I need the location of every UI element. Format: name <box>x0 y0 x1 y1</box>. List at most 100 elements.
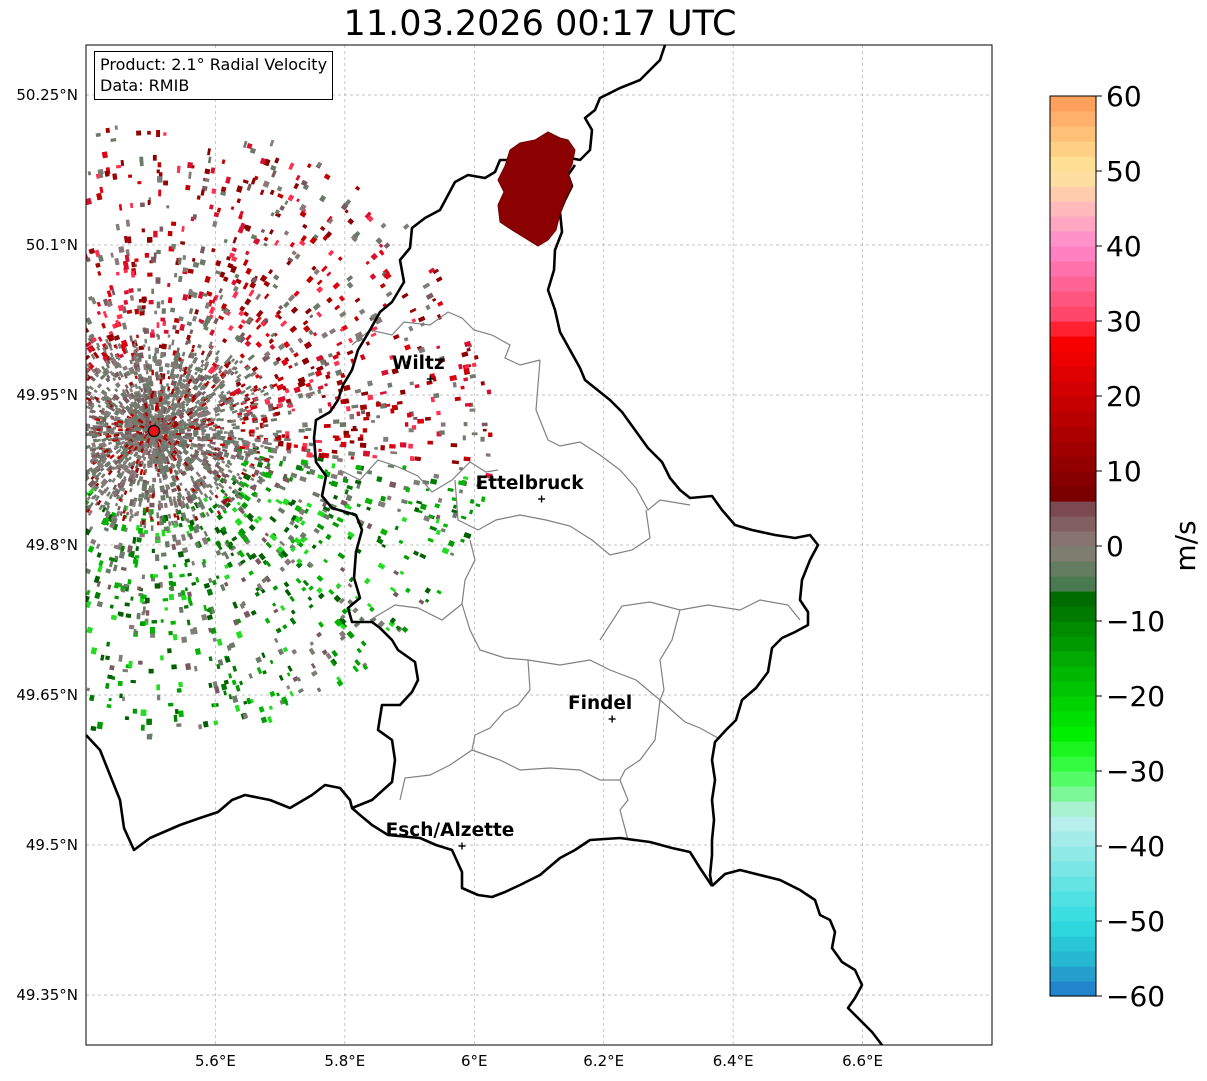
city-label: Esch/Alzette <box>386 820 515 841</box>
colorbar-band <box>1050 651 1096 667</box>
lon-tick-label: 6.6°E <box>842 1052 883 1070</box>
colorbar-tick-label: 20 <box>1106 380 1142 413</box>
city-findel: Findel <box>568 693 632 723</box>
colorbar-band <box>1050 561 1096 577</box>
city-label: Ettelbruck <box>476 473 585 494</box>
colorbar-band <box>1050 711 1096 727</box>
colorbar-band <box>1050 846 1096 862</box>
radar-echoes <box>86 125 493 740</box>
colorbar-band <box>1050 636 1096 652</box>
colorbar-band <box>1050 921 1096 937</box>
colorbar-tick-label: 40 <box>1106 230 1142 263</box>
lon-tick-label: 5.8°E <box>324 1052 365 1070</box>
colorbar-band <box>1050 876 1096 892</box>
colorbar-band <box>1050 141 1096 157</box>
colorbar-band <box>1050 216 1096 232</box>
lat-tick-label: 49.65°N <box>16 686 78 704</box>
colorbar-band <box>1050 126 1096 142</box>
radar-site-marker <box>147 424 161 438</box>
colorbar-tick-label: −10 <box>1106 605 1165 638</box>
city-labels: Wiltz Ettelbruck Findel Esch/Alzette <box>386 353 632 850</box>
velocity-colorbar: 60 50 40 30 20 10 0 −10 −20 −30 −40 −50 −60 m/s <box>1049 80 1202 1013</box>
colorbar-band <box>1050 606 1096 622</box>
colorbar-band <box>1050 591 1096 607</box>
colorbar-band <box>1050 981 1096 997</box>
colorbar-band <box>1050 366 1096 382</box>
colorbar-band <box>1050 966 1096 982</box>
colorbar-band <box>1050 396 1096 412</box>
colorbar-tick-label: 30 <box>1106 305 1142 338</box>
colorbar-band <box>1050 816 1096 832</box>
colorbar-band <box>1050 681 1096 697</box>
map-frame <box>85 44 993 1046</box>
colorbar-band <box>1050 501 1096 517</box>
colorbar-band <box>1050 246 1096 262</box>
lat-tick-label: 50.1°N <box>26 236 78 254</box>
data-source: Data: RMIB <box>100 76 190 95</box>
map-title: 11.03.2026 00:17 UTC <box>343 4 737 44</box>
colorbar-band <box>1050 456 1096 472</box>
lat-tick-label: 49.35°N <box>16 986 78 1004</box>
colorbar-band <box>1050 726 1096 742</box>
storm-cell <box>497 131 576 247</box>
product-name: Product: 2.1° Radial Velocity <box>100 55 328 74</box>
colorbar-unit-label: m/s <box>1169 520 1202 571</box>
colorbar-band <box>1050 621 1096 637</box>
colorbar-band <box>1050 426 1096 442</box>
colorbar-band <box>1050 771 1096 787</box>
colorbar-band <box>1050 861 1096 877</box>
colorbar-tick-label: −60 <box>1106 980 1165 1013</box>
colorbar-band <box>1050 756 1096 772</box>
colorbar-band <box>1050 111 1096 127</box>
city-label: Wiltz <box>392 353 445 374</box>
colorbar-tick-label: 60 <box>1106 80 1142 113</box>
colorbar-band <box>1050 441 1096 457</box>
colorbar-band <box>1050 831 1096 847</box>
colorbar-tick-label: −30 <box>1106 755 1165 788</box>
colorbar-band <box>1050 261 1096 277</box>
colorbar-tick-label: −50 <box>1106 905 1165 938</box>
colorbar-band <box>1050 156 1096 172</box>
colorbar-band <box>1050 546 1096 562</box>
colorbar-band <box>1050 906 1096 922</box>
city-esch-alzette: Esch/Alzette <box>386 820 515 850</box>
product-info-box: Product: 2.1° Radial Velocity Data: RMIB <box>94 51 334 100</box>
lat-tick-label: 49.95°N <box>16 386 78 404</box>
colorbar-band <box>1050 786 1096 802</box>
colorbar-band <box>1050 891 1096 907</box>
colorbar-band <box>1050 936 1096 952</box>
colorbar-band <box>1050 486 1096 502</box>
lon-tick-label: 6.2°E <box>583 1052 624 1070</box>
city-label: Findel <box>568 693 632 714</box>
colorbar-band <box>1050 411 1096 427</box>
colorbar-band <box>1050 291 1096 307</box>
city-ettelbruck: Ettelbruck <box>476 473 585 503</box>
colorbar-band <box>1050 576 1096 592</box>
colorbar-band <box>1050 516 1096 532</box>
lat-tick-label: 49.5°N <box>26 836 78 854</box>
lon-tick-label: 6.4°E <box>713 1052 754 1070</box>
colorbar-band <box>1050 951 1096 967</box>
colorbar-band <box>1050 321 1096 337</box>
colorbar-band <box>1050 336 1096 352</box>
district-boundaries <box>339 311 801 841</box>
lat-tick-label: 50.25°N <box>16 86 78 104</box>
colorbar-tick-label: 10 <box>1106 455 1142 488</box>
colorbar-band <box>1050 801 1096 817</box>
lat-tick-label: 49.8°N <box>26 536 78 554</box>
colorbar-tick-label: 0 <box>1106 530 1124 563</box>
colorbar-band <box>1050 276 1096 292</box>
axis-ticks: 50.25°N 50.1°N 49.95°N 49.8°N 49.65°N 49.5°N 4… <box>16 86 883 1070</box>
colorbar-band <box>1050 306 1096 322</box>
city-wiltz: Wiltz <box>392 353 445 383</box>
colorbar-band <box>1050 351 1096 367</box>
colorbar-band <box>1050 96 1096 112</box>
colorbar-tick-label: 50 <box>1106 155 1142 188</box>
colorbar-band <box>1050 186 1096 202</box>
colorbar-band <box>1050 531 1096 547</box>
colorbar-tick-label: −40 <box>1106 830 1165 863</box>
lon-tick-label: 6°E <box>461 1052 488 1070</box>
colorbar-band <box>1050 231 1096 247</box>
colorbar-tick-label: −20 <box>1106 680 1165 713</box>
